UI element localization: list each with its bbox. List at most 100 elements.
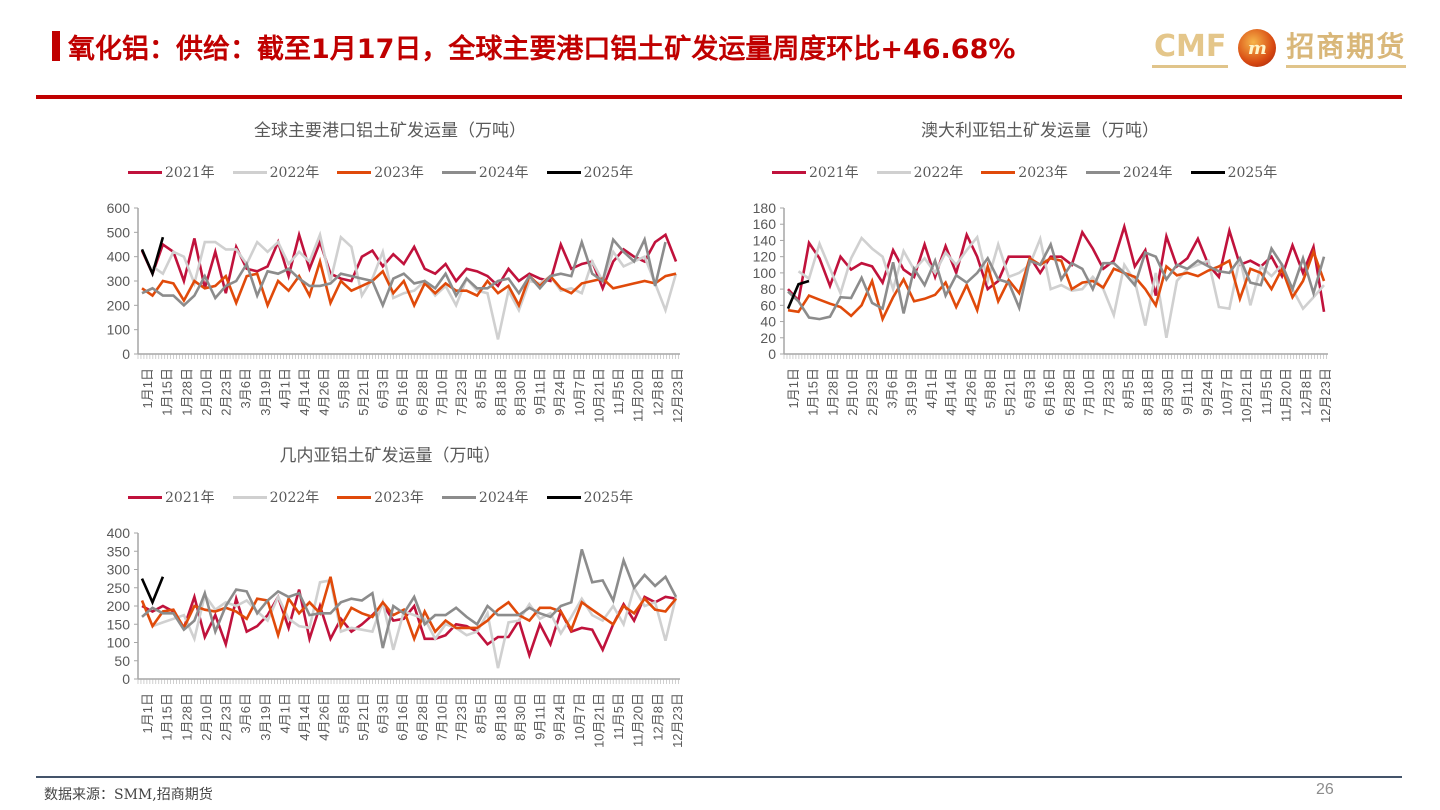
footer-divider [36, 776, 1402, 778]
data-source-note: 数据来源：SMM,招商期货 [44, 787, 213, 803]
x-tick-label: 2月23日 [219, 368, 234, 416]
x-tick-label: 10月21日 [591, 693, 606, 748]
x-tick-label: 4月26日 [963, 368, 978, 416]
y-tick-label: 20 [760, 330, 776, 346]
x-tick-label: 1月28日 [179, 368, 194, 416]
legend-item: 2022年 [232, 162, 320, 182]
legend-swatch-icon [772, 170, 806, 174]
x-tick-label: 5月8日 [336, 693, 351, 733]
legend-label: 2024年 [1122, 165, 1173, 181]
x-tick-label: 5月21日 [356, 368, 371, 416]
legend-label: 2024年 [478, 165, 529, 181]
series-line-2025 [786, 279, 810, 310]
y-tick-label: 80 [760, 281, 776, 297]
y-tick-label: 0 [768, 346, 776, 362]
legend-swatch-icon [128, 495, 162, 499]
legend-label: 2021年 [165, 490, 215, 506]
x-tick-label: 8月30日 [513, 693, 528, 741]
legend-label: 2025年 [583, 490, 634, 506]
y-tick-label: 0 [122, 346, 130, 362]
legend-label: 2022年 [269, 490, 320, 506]
x-tick-label: 9月24日 [552, 368, 567, 416]
legend-swatch-icon [546, 170, 581, 174]
x-tick-label: 8月30日 [513, 368, 528, 416]
y-tick-label: 40 [760, 314, 776, 330]
x-tick-label: 8月30日 [1160, 368, 1175, 416]
x-tick-label: 11月20日 [631, 693, 646, 747]
x-tick-label: 7月23日 [454, 693, 469, 741]
legend-label: 2024年 [478, 490, 529, 506]
x-tick-label: 11月5日 [611, 693, 626, 740]
chart-legend: 2021年 2022年 2023年 2024年 2025年 [128, 487, 633, 507]
brand-logo: CMF m 招商期货 [1152, 26, 1407, 70]
x-tick-label: 6月3日 [376, 368, 391, 408]
legend-label: 2025年 [1227, 165, 1278, 181]
x-tick-label: 3月6日 [238, 693, 253, 733]
legend-swatch-icon [441, 170, 476, 174]
x-tick-label: 3月19日 [258, 368, 273, 416]
y-tick-label: 140 [753, 232, 777, 248]
x-tick-label: 9月11日 [533, 368, 548, 415]
chart-global-shipments: 全球主要港口铝土矿发运量（万吨） 2021年 2022年 2023年 2024年 202… [80, 110, 700, 440]
y-tick-label: 250 [107, 580, 131, 596]
legend-swatch-icon [1190, 170, 1225, 174]
x-tick-label: 9月11日 [1180, 368, 1195, 415]
x-tick-label: 12月23日 [670, 368, 685, 423]
x-tick-label: 4月14日 [297, 693, 312, 741]
y-tick-label: 160 [753, 216, 777, 232]
chart-title: 全球主要港口铝土矿发运量（万吨） [254, 121, 526, 141]
legend-swatch-icon [128, 170, 162, 174]
x-tick-label: 1月1日 [786, 368, 801, 408]
x-tick-label: 10月7日 [572, 693, 587, 741]
x-tick-label: 4月1日 [277, 368, 292, 408]
x-tick-label: 3月19日 [258, 693, 273, 741]
legend-swatch-icon [337, 495, 372, 499]
page-number: 26 [1316, 781, 1334, 798]
legend-label: 2022年 [269, 165, 320, 181]
x-tick-label: 6月3日 [1022, 368, 1037, 408]
logo-emblem-icon: m [1238, 29, 1277, 67]
x-tick-label: 1月28日 [825, 368, 840, 416]
x-tick-label: 7月10日 [434, 368, 449, 416]
legend-label: 2023年 [1018, 165, 1068, 181]
legend-item: 2024年 [441, 162, 529, 182]
series-line-2025 [140, 576, 165, 606]
x-tick-label: 1月1日 [140, 693, 155, 733]
x-tick-label: 8月18日 [493, 368, 508, 416]
x-tick-label: 7月23日 [454, 368, 469, 416]
y-tick-label: 300 [107, 273, 131, 289]
x-tick-label: 4月14日 [944, 368, 959, 416]
x-tick-label: 8月5日 [474, 693, 489, 733]
x-tick-label: 6月3日 [376, 693, 391, 733]
logo-company-name: 招商期货 [1286, 29, 1407, 68]
x-tick-label: 5月8日 [336, 368, 351, 408]
x-tick-label: 4月14日 [297, 368, 312, 416]
legend-item: 2021年 [128, 487, 215, 507]
legend-label: 2023年 [374, 490, 424, 506]
series-line-2024 [141, 235, 667, 309]
legend-swatch-icon [337, 170, 372, 174]
y-tick-label: 400 [107, 525, 131, 541]
series-line-2025 [140, 236, 165, 278]
chart-plot: 0 50 100 150 200 250 300 350 400 1月1日 1月15日 1月28日 2月… [107, 525, 685, 748]
chart-guinea-shipments: 几内亚铝土矿发运量（万吨） 2021年 2022年 2023年 2024年 2025年 … [80, 435, 700, 770]
x-tick-label: 4月1日 [277, 693, 292, 733]
x-tick-label: 5月8日 [983, 368, 998, 408]
legend-label: 2023年 [374, 165, 424, 181]
x-tick-label: 1月1日 [140, 368, 155, 408]
x-tick-label: 4月26日 [317, 693, 332, 741]
x-tick-label: 6月16日 [395, 368, 410, 416]
y-tick-label: 400 [107, 249, 131, 265]
y-tick-label: 180 [753, 200, 777, 216]
legend-label: 2025年 [583, 165, 634, 181]
x-tick-label: 11月20日 [631, 368, 646, 422]
legend-label: 2022年 [913, 165, 964, 181]
x-tick-label: 2月23日 [865, 368, 880, 416]
x-tick-label: 7月10日 [1082, 368, 1097, 416]
legend-item: 2024年 [1085, 162, 1173, 182]
legend-item: 2022年 [876, 162, 964, 182]
x-tick-label: 2月10日 [199, 693, 214, 741]
series-line-2022 [797, 234, 1325, 339]
x-tick-label: 3月19日 [904, 368, 919, 416]
legend-swatch-icon [876, 170, 911, 174]
